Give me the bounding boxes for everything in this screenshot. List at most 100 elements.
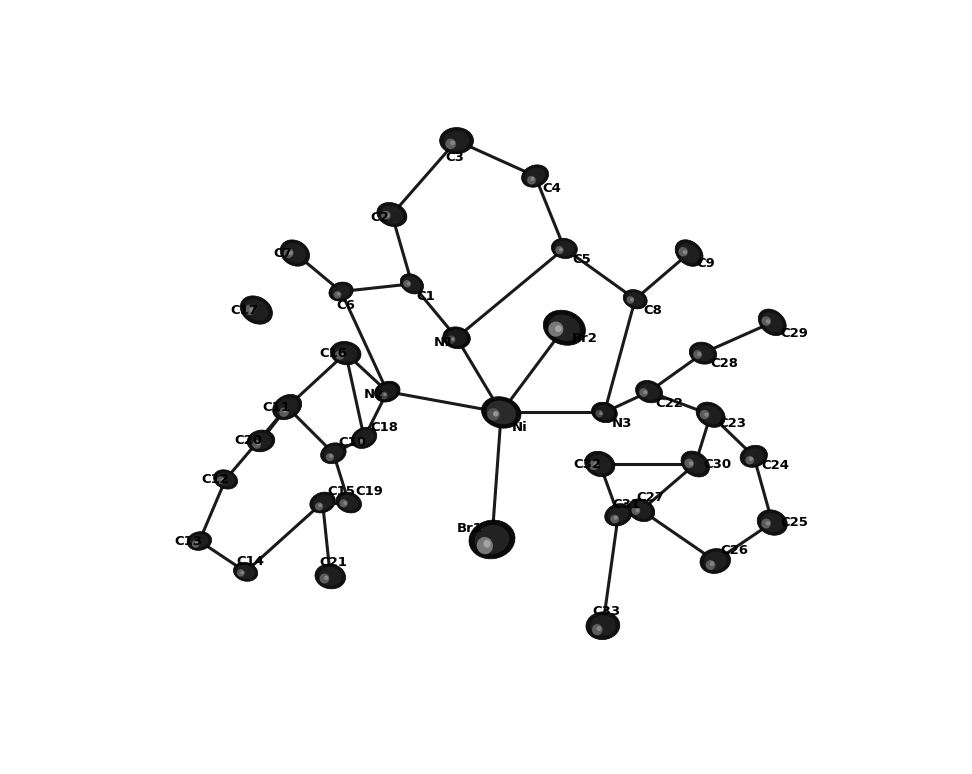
Ellipse shape [527,176,536,184]
Ellipse shape [483,540,491,548]
Ellipse shape [592,402,617,423]
Ellipse shape [279,408,289,417]
Ellipse shape [700,549,731,574]
Ellipse shape [597,626,602,631]
Ellipse shape [676,240,703,266]
Ellipse shape [324,445,343,461]
Ellipse shape [681,451,710,477]
Ellipse shape [321,443,346,464]
Text: C26: C26 [720,544,747,557]
Text: C3: C3 [446,151,465,164]
Text: C25: C25 [780,516,808,529]
Ellipse shape [374,382,400,402]
Ellipse shape [627,296,635,303]
Ellipse shape [191,540,199,548]
Text: Ni: Ni [512,421,528,434]
Ellipse shape [318,503,322,507]
Ellipse shape [251,433,271,449]
Ellipse shape [256,441,260,445]
Ellipse shape [740,445,768,467]
Ellipse shape [543,310,585,345]
Ellipse shape [531,177,535,181]
Ellipse shape [403,280,411,287]
Ellipse shape [284,248,294,258]
Ellipse shape [310,492,335,513]
Ellipse shape [195,542,198,545]
Ellipse shape [320,574,330,584]
Text: C6: C6 [336,299,356,312]
Ellipse shape [383,392,387,396]
Ellipse shape [191,534,209,548]
Ellipse shape [592,624,603,635]
Ellipse shape [324,576,329,580]
Text: C24: C24 [761,459,789,472]
Text: C28: C28 [711,358,739,371]
Ellipse shape [343,502,347,505]
Ellipse shape [744,448,764,464]
Text: C19: C19 [355,485,383,498]
Ellipse shape [689,342,716,364]
Ellipse shape [522,165,548,187]
Ellipse shape [381,211,391,220]
Text: C4: C4 [542,182,562,195]
Ellipse shape [493,411,499,416]
Ellipse shape [244,305,255,315]
Ellipse shape [330,454,332,457]
Ellipse shape [640,388,648,397]
Text: C1: C1 [417,289,435,303]
Ellipse shape [249,307,254,313]
Ellipse shape [749,457,753,461]
Text: N3: N3 [612,416,633,430]
Ellipse shape [283,409,287,413]
Ellipse shape [700,409,710,420]
Text: C2: C2 [370,211,389,224]
Ellipse shape [188,532,212,550]
Text: C15: C15 [328,485,355,498]
Ellipse shape [626,292,644,307]
Ellipse shape [253,440,261,449]
Ellipse shape [599,412,603,415]
Ellipse shape [639,383,659,400]
Ellipse shape [272,395,301,420]
Ellipse shape [352,427,377,448]
Ellipse shape [761,519,771,529]
Ellipse shape [339,499,348,508]
Ellipse shape [313,495,332,510]
Text: C27: C27 [637,491,665,505]
Ellipse shape [446,330,467,346]
Text: C14: C14 [236,554,264,567]
Ellipse shape [623,289,647,309]
Ellipse shape [450,141,455,146]
Ellipse shape [525,168,545,184]
Ellipse shape [336,492,362,513]
Ellipse shape [214,470,237,489]
Ellipse shape [630,298,634,301]
Ellipse shape [377,203,407,227]
Ellipse shape [693,350,702,359]
Ellipse shape [339,352,344,357]
Ellipse shape [481,397,521,428]
Ellipse shape [280,240,309,266]
Text: C10: C10 [338,436,366,449]
Ellipse shape [766,521,770,526]
Ellipse shape [403,276,421,292]
Ellipse shape [217,476,225,484]
Ellipse shape [689,461,693,466]
Text: C13: C13 [175,535,203,547]
Text: C18: C18 [370,420,399,433]
Ellipse shape [217,472,234,487]
Ellipse shape [586,611,620,639]
Ellipse shape [706,560,715,570]
Ellipse shape [443,327,470,348]
Ellipse shape [361,439,364,443]
Ellipse shape [746,456,754,464]
Ellipse shape [610,515,619,523]
Ellipse shape [244,300,268,320]
Ellipse shape [678,243,700,263]
Ellipse shape [333,291,341,299]
Ellipse shape [406,282,410,286]
Ellipse shape [589,460,599,470]
Ellipse shape [439,128,473,154]
Ellipse shape [486,401,516,424]
Ellipse shape [643,390,647,394]
